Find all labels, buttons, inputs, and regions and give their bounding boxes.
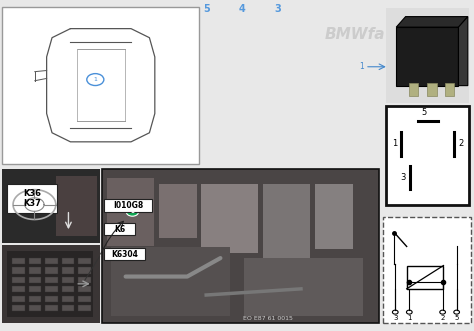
Text: 1: 1 [130,210,134,214]
Text: K6304: K6304 [111,250,138,259]
Bar [45,305,58,311]
Bar [12,305,25,311]
Bar [12,286,25,292]
Bar [56,176,97,236]
Text: 1: 1 [407,315,411,321]
Text: 1: 1 [392,139,397,148]
Text: 3: 3 [274,4,281,14]
Bar [28,277,41,283]
Bar [386,8,469,103]
Bar [78,286,91,292]
Bar [2,169,100,243]
Bar [78,258,91,264]
Polygon shape [458,17,468,86]
Bar [409,83,418,96]
Bar [12,267,25,274]
Bar [396,27,458,86]
Bar [315,184,353,249]
Bar [62,277,74,283]
Bar [28,305,41,311]
Text: 4: 4 [238,4,245,14]
Text: 1: 1 [93,77,97,82]
Bar [102,169,379,323]
Text: 3: 3 [400,173,405,182]
Bar [62,258,74,264]
Bar [383,217,471,323]
Bar [7,251,93,316]
Bar [445,83,454,96]
Bar [28,267,41,274]
Bar [2,245,100,323]
Bar [428,83,437,96]
Bar [244,258,363,316]
Text: 3: 3 [393,315,398,321]
Bar [12,296,25,302]
Bar [407,265,444,289]
Bar [62,296,74,302]
Bar [104,223,135,235]
Bar [45,286,58,292]
Text: 2: 2 [440,315,445,321]
Bar [62,286,74,292]
Text: BMWfa: BMWfa [325,27,385,42]
Text: 5: 5 [203,4,210,14]
Bar [78,267,91,274]
Bar [2,7,199,164]
Bar [386,106,469,205]
Text: K36
K37: K36 K37 [23,189,41,208]
Bar [263,184,310,261]
Bar [78,277,91,283]
Bar [78,296,91,302]
Bar [28,296,41,302]
Bar [104,199,152,212]
Text: 5: 5 [455,315,459,321]
Bar [45,267,58,274]
Bar [104,248,145,260]
Bar [111,247,230,316]
Bar [45,296,58,302]
Bar [78,305,91,311]
Text: K6: K6 [114,225,125,234]
Bar [45,258,58,264]
Bar [45,277,58,283]
Bar [201,184,258,254]
Bar [107,178,154,246]
Circle shape [126,208,138,216]
Text: EO E87 61 0015: EO E87 61 0015 [243,316,293,321]
Bar [159,184,197,238]
Text: 1: 1 [359,62,364,71]
Text: I010G8: I010G8 [113,201,143,210]
Bar [62,267,74,274]
Polygon shape [396,17,468,27]
Bar [28,286,41,292]
Bar [12,277,25,283]
Bar [28,258,41,264]
Bar [7,184,57,213]
Bar [12,258,25,264]
Text: 5: 5 [422,108,427,117]
Text: 2: 2 [458,139,464,148]
Bar [62,305,74,311]
